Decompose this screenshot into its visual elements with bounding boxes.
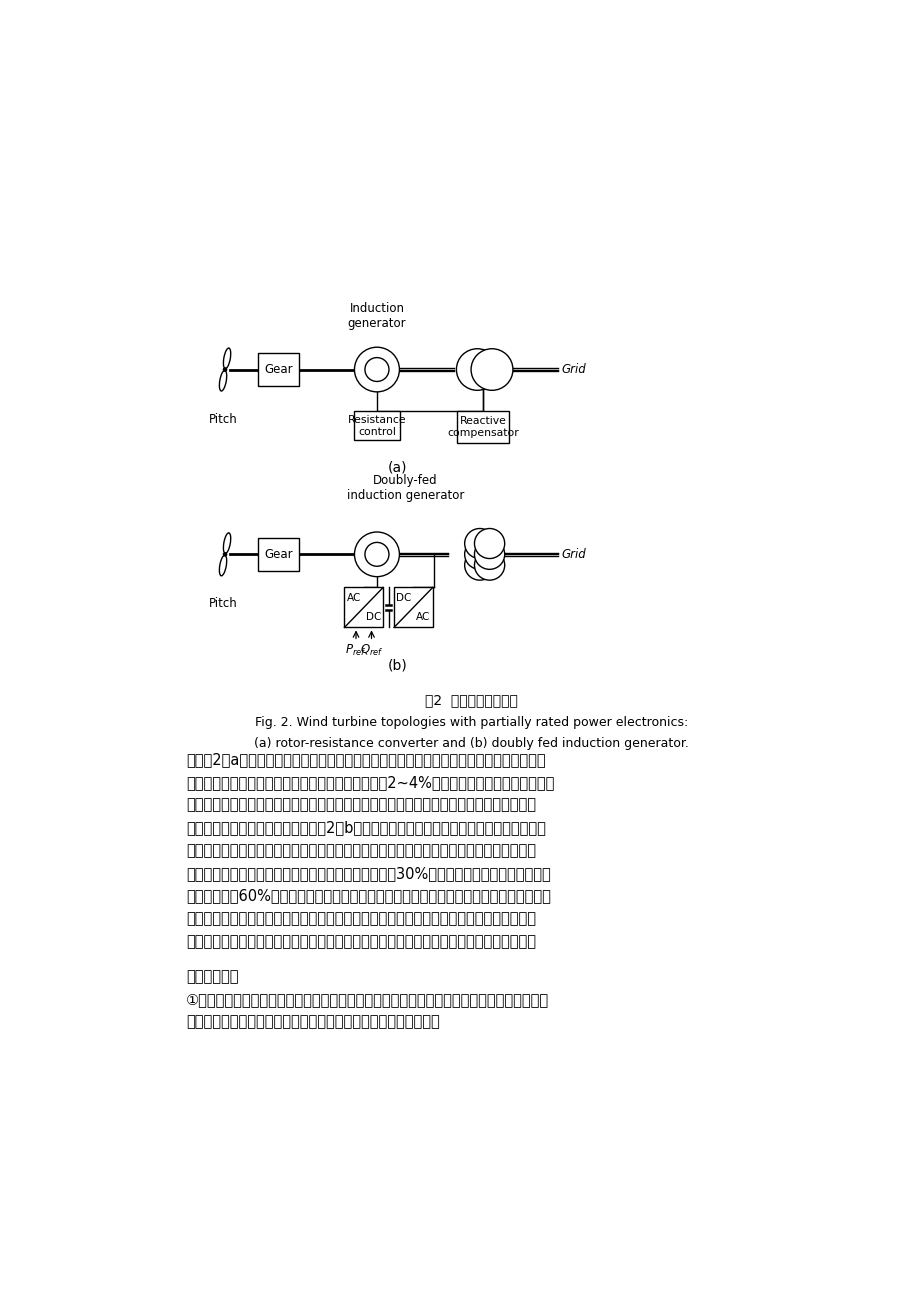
Circle shape [464,551,494,581]
Text: 更大的风能。: 更大的风能。 [186,969,239,984]
Text: AC: AC [346,594,361,603]
Circle shape [354,348,399,392]
Circle shape [464,539,494,569]
Text: DC: DC [366,612,380,621]
Ellipse shape [219,371,226,391]
Text: Pitch: Pitch [209,598,238,611]
Text: Gear: Gear [264,548,292,561]
FancyBboxPatch shape [456,411,509,444]
FancyBboxPatch shape [258,538,299,570]
FancyBboxPatch shape [393,587,432,628]
Circle shape [354,533,399,577]
Circle shape [365,543,389,566]
Circle shape [456,349,498,391]
Circle shape [223,553,226,556]
Text: 但是将获取技术性能的提高，下图所示了全功率变换器的拓扑结构: 但是将获取技术性能的提高，下图所示了全功率变换器的拓扑结构 [186,1014,439,1030]
Text: Reactive
compensator: Reactive compensator [447,417,518,437]
Text: DC: DC [395,594,411,603]
Text: Resistance
control: Resistance control [347,415,406,436]
Ellipse shape [219,555,226,575]
Circle shape [464,529,494,559]
Text: $P_{ref}$: $P_{ref}$ [345,643,367,658]
Text: 同样需要软启动器和无功补偿器。图2（b）方案使用一个中等功率变换器，功率变换器通过: 同样需要软启动器和无功补偿器。图2（b）方案使用一个中等功率变换器，功率变换器通… [186,820,546,836]
Text: ①是连接在电网和发电机间的全功率变换器，这种结构会在功率变换电路中增加额外的损耗，: ①是连接在电网和发电机间的全功率变换器，这种结构会在功率变换电路中增加额外的损耗… [186,992,549,1006]
Text: Grid: Grid [561,363,585,376]
Circle shape [471,349,513,391]
Text: 图2  部分功率变换系统: 图2 部分功率变换系统 [425,693,517,707]
Circle shape [474,551,505,581]
FancyBboxPatch shape [344,587,382,628]
FancyBboxPatch shape [353,411,400,440]
Circle shape [223,368,226,371]
Text: 有些昨贵，然而，可以节约齿轮调速装置，同时具有无功补偿和发出的能力，并且可以捕捉: 有些昨贵，然而，可以节约齿轮调速装置，同时具有无功补偿和发出的能力，并且可以捕捉 [186,934,536,949]
FancyBboxPatch shape [258,353,299,385]
Text: 一个滑环控制转子电流。如果发电机运行在超同步，电气功率通过电机定子和转子发出，如: 一个滑环控制转子电流。如果发电机运行在超同步，电气功率通过电机定子和转子发出，如 [186,844,536,858]
Text: Induction
generator: Induction generator [347,302,406,331]
Text: $Q_{ref}$: $Q_{ref}$ [359,643,383,658]
Text: 的阻抗串联在转子绕组中，使电机的转速可调范围在2~4%之间。转子阻抗控制功率变换器: 的阻抗串联在转子绕组中，使电机的转速可调范围在2~4%之间。转子阻抗控制功率变换… [186,775,554,790]
Text: Pitch: Pitch [209,413,238,426]
Text: Fig. 2. Wind turbine topologies with partially rated power electronics:: Fig. 2. Wind turbine topologies with par… [255,716,687,729]
Text: 图2（a）所示的风力发电系统的发电机是绕线转子的感应电动机，一个由电力电子控制: 图2（a）所示的风力发电系统的发电机是绕线转子的感应电动机，一个由电力电子控制 [186,753,545,767]
Text: Doubly-fed
induction generator: Doubly-fed induction generator [346,474,464,503]
Text: 围绕同步速的60%的速度变化范围。进一步说，电力电子功率变换器的功率可以更高，根据: 围绕同步速的60%的速度变化范围。进一步说，电力电子功率变换器的功率可以更高，根… [186,888,550,904]
Text: (a): (a) [388,461,407,474]
Circle shape [474,539,505,569]
Text: AC: AC [415,612,430,621]
Text: (b): (b) [388,659,407,672]
Text: 果发电机运行在亚同步，电功率通过电网提供给转子。30%额定功率的功率变换器可以达到: 果发电机运行在亚同步，电功率通过电网提供给转子。30%额定功率的功率变换器可以达… [186,866,550,880]
Text: Grid: Grid [561,548,585,561]
Ellipse shape [223,533,231,553]
Text: 具有低电压大电流的特性，同时，获得一个保持输出功率固定的一个控制自由度，这种方案: 具有低电压大电流的特性，同时，获得一个保持输出功率固定的一个控制自由度，这种方案 [186,798,536,812]
Ellipse shape [223,348,231,368]
Circle shape [365,358,389,381]
Text: (a) rotor-resistance converter and (b) doubly fed induction generator.: (a) rotor-resistance converter and (b) d… [254,737,688,750]
Circle shape [474,529,505,559]
Text: 要求的故障容量限制和无功的控制能力，可以提高电网的电能质量。这种方案和经典结构比: 要求的故障容量限制和无功的控制能力，可以提高电网的电能质量。这种方案和经典结构比 [186,911,536,926]
Text: Gear: Gear [264,363,292,376]
